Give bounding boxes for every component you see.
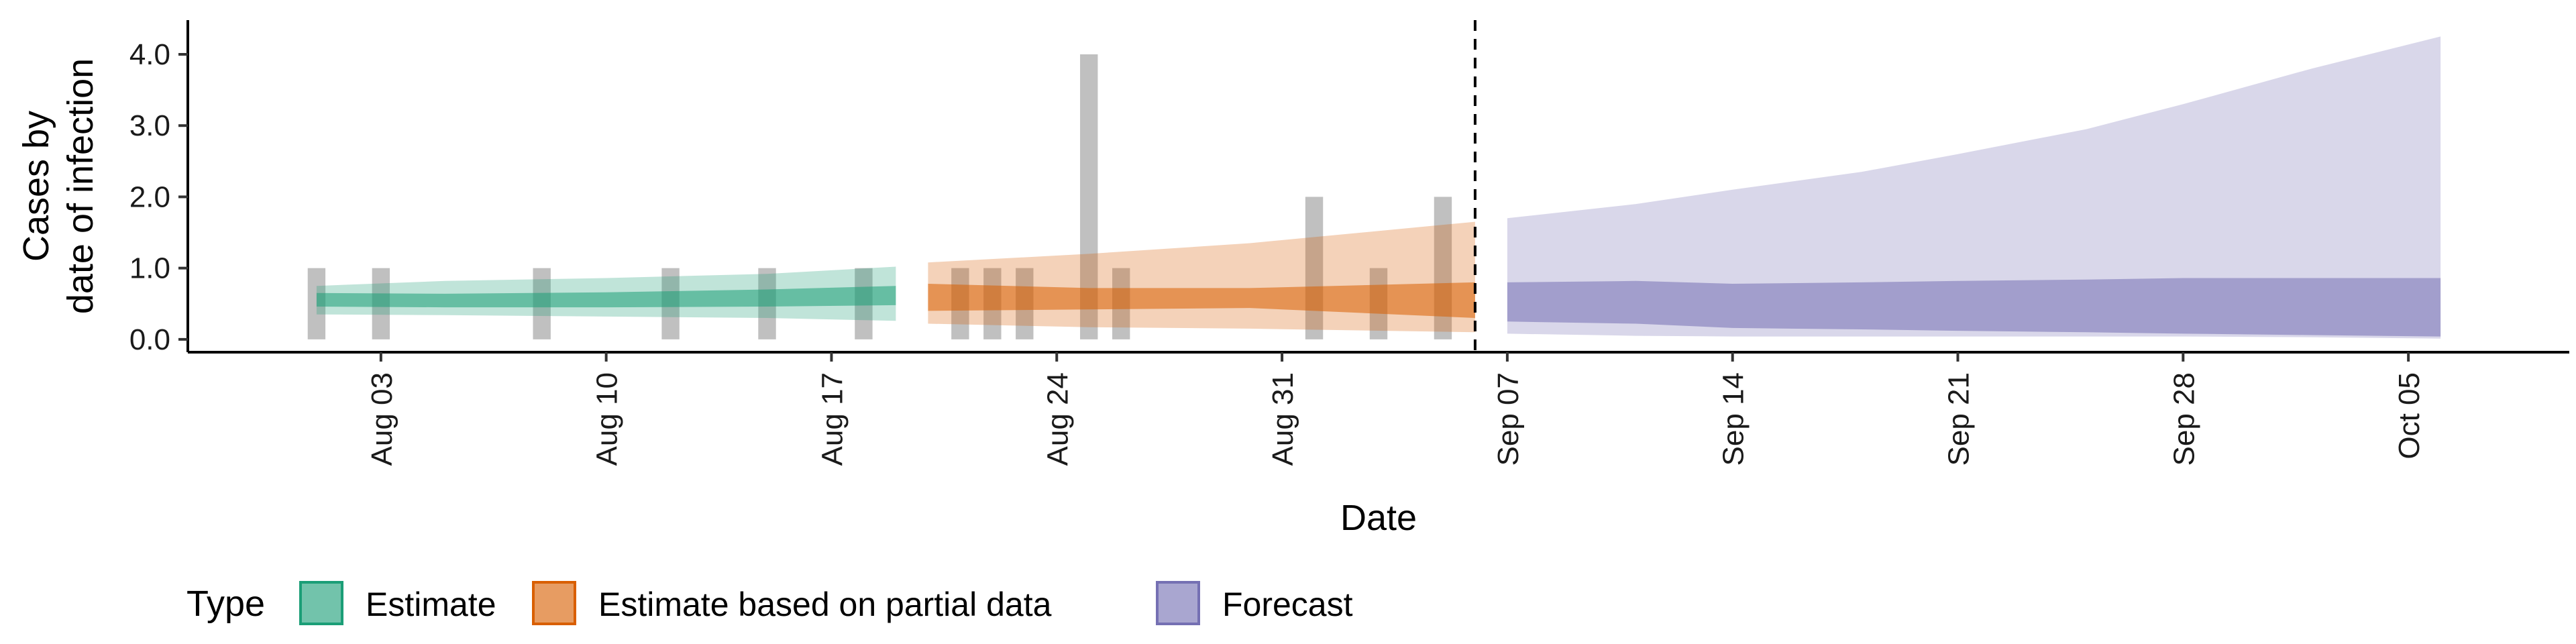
- estimate-inner-band: [316, 286, 896, 308]
- y-axis-ticks: 0.0 1.0 2.0 3.0 4.0: [129, 38, 188, 356]
- y-tick-label: 1.0: [129, 252, 170, 285]
- legend-items: Estimate Estimate based on partial data Fo…: [299, 581, 1353, 625]
- legend-label: Estimate based on partial data: [598, 586, 1052, 623]
- observed-case-bar: [1305, 197, 1324, 339]
- x-tick-label: Sep 28: [2167, 372, 2200, 466]
- x-tick-label: Sep 21: [1943, 372, 1976, 466]
- legend-label: Estimate: [366, 586, 496, 623]
- legend-key: [1156, 581, 1200, 625]
- x-tick-label: Oct 05: [2393, 372, 2426, 460]
- x-tick-label: Aug 24: [1041, 372, 1074, 466]
- x-axis-title: Date: [1340, 498, 1417, 538]
- x-tick-label: Sep 07: [1492, 372, 1525, 466]
- x-tick-label: Aug 10: [591, 372, 624, 466]
- y-axis-title-line-1: Cases by: [16, 111, 56, 262]
- y-tick-label: 0.0: [129, 323, 170, 356]
- forecast-inner-band: [1507, 278, 2441, 337]
- estimate-bands: [316, 36, 2441, 339]
- x-tick-label: Aug 31: [1267, 372, 1299, 466]
- y-axis-title-line-2: date of infection: [60, 58, 101, 314]
- legend-key: [299, 581, 343, 625]
- forecast-outer-band: [1507, 36, 2441, 339]
- legend-label: Forecast: [1222, 586, 1353, 623]
- y-tick-label: 3.0: [129, 109, 170, 142]
- legend: Type Estimate Estimate based on partial d…: [186, 581, 1353, 625]
- y-tick-label: 4.0: [129, 38, 170, 71]
- x-tick-label: Sep 14: [1717, 372, 1750, 466]
- x-tick-label: Aug 03: [366, 372, 398, 466]
- x-tick-label: Aug 17: [816, 372, 849, 466]
- legend-title: Type: [186, 584, 265, 624]
- legend-key: [532, 581, 576, 625]
- y-axis-title: Cases by date of infection: [16, 58, 101, 314]
- y-tick-label: 2.0: [129, 180, 170, 213]
- plot-area: 0.0 1.0 2.0 3.0 4.0 Aug 03 Aug 10 Aug 17 Aug 24…: [129, 20, 2569, 466]
- estimate-based-on-partial-data-inner-band: [928, 282, 1475, 318]
- x-axis-ticks: Aug 03 Aug 10 Aug 17 Aug 24 Aug 31 Sep 07 Sep …: [366, 352, 2426, 466]
- estimate-based-on-partial-data-outer-band: [928, 221, 1475, 333]
